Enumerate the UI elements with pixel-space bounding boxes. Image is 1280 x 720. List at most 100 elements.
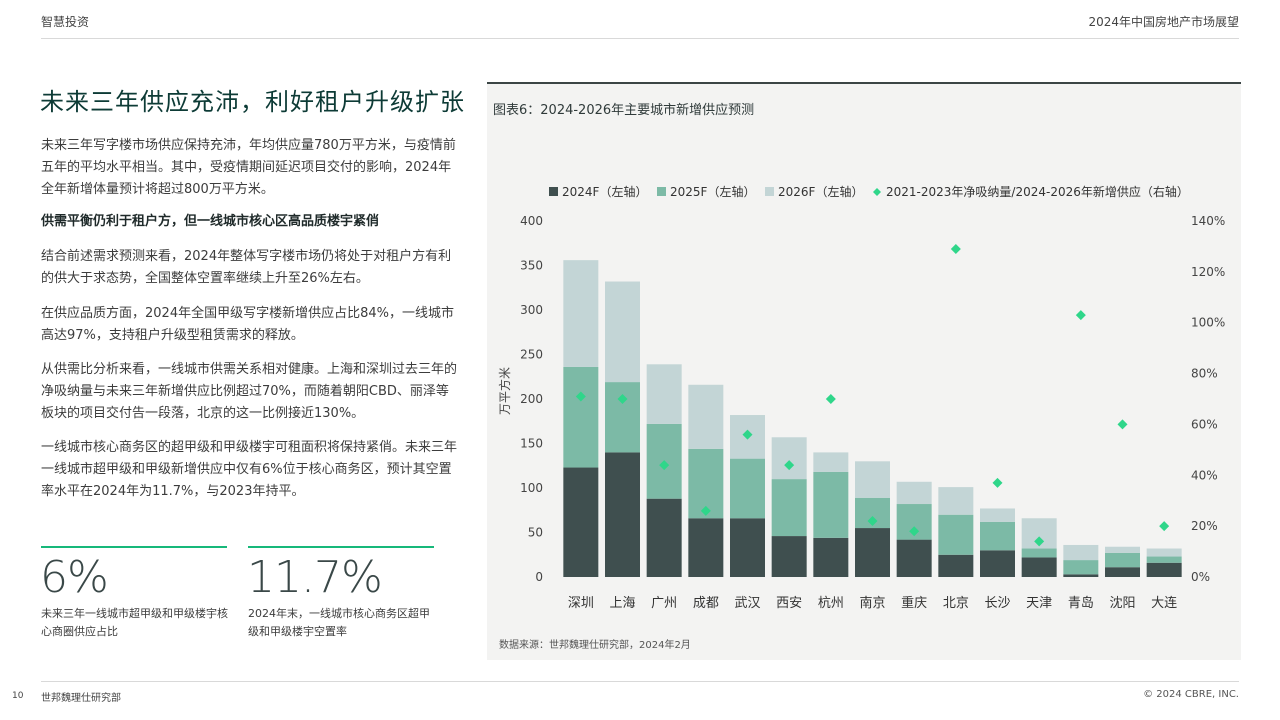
ratio-marker [1075, 310, 1086, 321]
chart-source: 数据来源：世邦魏理仕研究部，2024年2月 [499, 640, 691, 651]
bar-segment [563, 467, 599, 577]
legend-swatch [873, 188, 881, 196]
x-tick-label: 成都 [693, 596, 719, 611]
bar-segment [1105, 546, 1140, 553]
chart-panel: 图表6：2024-2026年主要城市新增供应预测 0 50 100 150 200 250… [487, 82, 1241, 660]
x-tick-label: 深圳 [568, 596, 594, 611]
y-right-tick-label: 60% [1191, 417, 1218, 431]
ratio-marker [825, 394, 836, 404]
ratio-marker [742, 429, 753, 440]
legend-label: 2025F（左轴） [670, 184, 755, 199]
bar-segment [855, 461, 890, 498]
x-tick-label: 沈阳 [1109, 596, 1135, 611]
ratio-marker [1034, 536, 1045, 547]
x-tick-label: 重庆 [901, 595, 927, 611]
bar-segment [1105, 567, 1140, 577]
bar-segment [896, 481, 932, 505]
y-right-tick-label: 140% [1191, 214, 1225, 228]
legend-label: 2021-2023年净吸纳量/2024-2026年新增供应（右轴） [886, 184, 1189, 199]
legend-swatch [549, 187, 558, 196]
supply-forecast-chart: 0 50 100 150 200 250 300 350 400 0% 20% 40% 60% 80% 10… [497, 184, 1225, 611]
x-tick-label: 广州 [651, 596, 677, 611]
y-left-axis-label: 万平方米 [497, 367, 512, 415]
y-right-tick-label: 40% [1191, 468, 1218, 482]
bar-segment [938, 554, 974, 577]
bar-segment [771, 437, 807, 480]
bar-segment [1146, 562, 1182, 577]
bar-segment [938, 487, 974, 515]
bar-segment [646, 364, 682, 424]
bar-segment [771, 536, 807, 577]
ratio-marker [659, 460, 670, 471]
x-tick-label: 长沙 [984, 596, 1010, 611]
bar-segment [563, 260, 599, 367]
x-tick-label: 大连 [1151, 595, 1177, 611]
bar-segment [980, 521, 1015, 551]
y-left-tick-label: 400 [520, 214, 543, 228]
bar-segment [563, 366, 599, 468]
bar-segment [605, 281, 640, 383]
legend-swatch [765, 187, 774, 196]
paragraph-supply-overview: 未来三年写字楼市场供应保持充沛，年均供应量780万平方米，与疫情前五年的平均水平… [41, 138, 456, 197]
x-tick-label: 杭州 [818, 596, 844, 611]
y-right-tick-label: 120% [1191, 265, 1225, 279]
bar-segment [938, 514, 974, 555]
y-left-tick-label: 350 [520, 259, 543, 273]
y-left-tick-label: 50 [528, 526, 543, 540]
bar-segment [1105, 552, 1140, 568]
bar-segment [605, 382, 640, 453]
header-divider [41, 38, 1239, 39]
bar-segment [813, 537, 849, 577]
bar-segment [1021, 548, 1057, 558]
y-left-tick-label: 0 [535, 570, 543, 584]
bar-segment [1146, 556, 1182, 563]
header-section-label: 智慧投资 [41, 15, 90, 29]
ratio-marker [992, 477, 1003, 488]
bar-segment [688, 384, 724, 449]
footer-copyright: © 2024 CBRE, INC. [1143, 689, 1239, 700]
y-right-tick-label: 20% [1191, 519, 1218, 533]
ratio-marker [909, 526, 920, 537]
paragraph-supply-demand-ratio: 从供需比分析来看，一线城市供需关系相对健康。上海和深圳过去三年的净吸纳量与未来三… [41, 362, 458, 421]
bar-segment [771, 479, 807, 537]
footer-divider [41, 681, 1239, 682]
legend-swatch [657, 187, 666, 196]
y-right-tick-label: 0% [1191, 570, 1210, 584]
y-left-tick-label: 300 [520, 303, 543, 317]
x-tick-label: 天津 [1026, 596, 1052, 611]
y-left-tick-label: 150 [520, 437, 543, 451]
bar-segment [813, 471, 849, 538]
bar-segment [1063, 560, 1099, 575]
x-tick-label: 青岛 [1068, 595, 1094, 611]
ratio-marker [867, 516, 878, 527]
bar-segment [605, 452, 640, 577]
stat-value: 11.7% [247, 552, 383, 603]
x-tick-label: 西安 [776, 596, 802, 611]
bar-segment [646, 498, 682, 577]
y-left-tick-label: 250 [520, 348, 543, 362]
ratio-marker [950, 243, 961, 254]
x-tick-label: 上海 [609, 596, 635, 611]
paragraph-core-cbd: 一线城市核心商务区的超甲级和甲级楼宇可租面积将保持紧俏。未来三年一线城市超甲级和… [41, 440, 458, 499]
bar-segment [1021, 557, 1057, 577]
chart-title: 图表6：2024-2026年主要城市新增供应预测 [493, 103, 755, 118]
bar-segment [896, 539, 932, 577]
bar-segment [1063, 544, 1099, 561]
bar-segment [980, 550, 1015, 577]
subheading-supply-demand: 供需平衡仍利于租户方，但一线城市核心区高品质楼宇紧俏 [41, 214, 380, 229]
paragraph-supply-quality: 在供应品质方面，2024年全国甲级写字楼新增供应占比84%，一线城市高达97%，… [41, 306, 454, 343]
stat-divider [41, 546, 227, 548]
ratio-marker [700, 505, 711, 516]
paragraph-demand-forecast: 结合前述需求预测来看，2024年整体写字楼市场仍将处于对租户方有利的供大于求态势… [41, 249, 452, 286]
bar-segment [688, 518, 724, 577]
legend-label: 2024F（左轴） [562, 184, 647, 199]
x-tick-label: 南京 [859, 595, 885, 611]
ratio-marker [575, 391, 586, 402]
page-title: 未来三年供应充沛，利好租户升级扩张 [40, 88, 465, 116]
stat-label: 未来三年一线城市超甲级和甲级楼宇核心商圈供应占比 [41, 607, 228, 638]
y-right-tick-label: 80% [1191, 367, 1218, 381]
bar-segment [1063, 574, 1099, 577]
bar-segment [1146, 548, 1182, 557]
header-report-title: 2024年中国房地产市场展望 [1088, 15, 1239, 29]
x-tick-label: 北京 [943, 596, 969, 611]
